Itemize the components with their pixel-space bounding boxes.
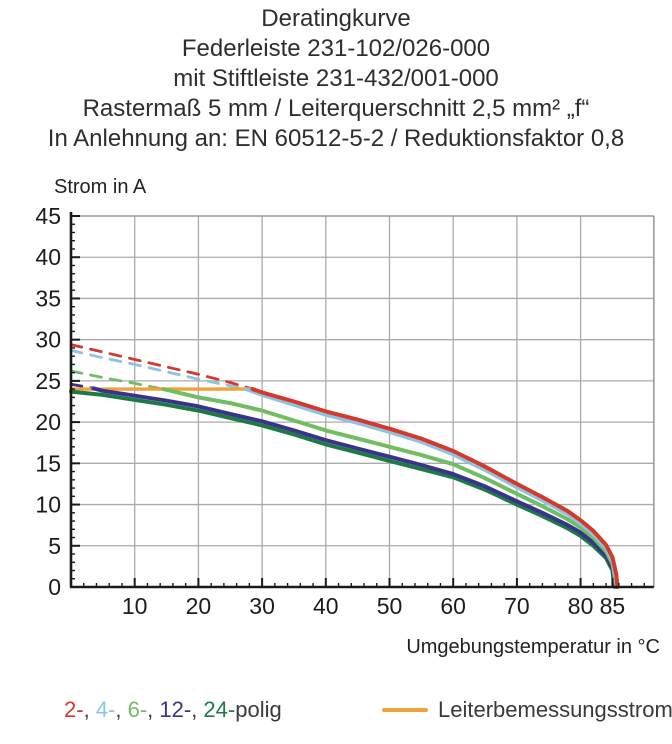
y-tick-label: 45 (35, 203, 61, 229)
rated-current-label: Leiterbemessungsstrom (438, 697, 672, 722)
legend-pole-counts: 2-, 4-, 6-, 12-, 24-polig (64, 697, 282, 723)
y-tick-label: 15 (35, 450, 61, 476)
title-line-3: mit Stiftleiste 231-432/001-000 (173, 65, 499, 92)
y-tick-label: 0 (48, 574, 61, 600)
curve-2-polig-dashed (69, 343, 254, 391)
y-tick-label: 30 (35, 327, 61, 353)
legend-separator: , (191, 697, 204, 722)
curve-6-polig (161, 387, 619, 589)
curve-4-polig (244, 387, 619, 589)
y-axis-title: Strom in A (54, 176, 147, 198)
rated-current-line-swatch (382, 708, 428, 712)
x-axis-title: Umgebungstemperatur in °C (406, 636, 660, 658)
x-tick-label: 30 (249, 593, 275, 619)
legend-pole-2: 2- (64, 697, 84, 722)
chart-title-block: Deratingkurve Federleiste 231-102/026-00… (0, 4, 672, 154)
title-line-4: Rastermaß 5 mm / Leiterquerschnitt 2,5 m… (82, 95, 590, 122)
x-tick-label: 85 (600, 593, 626, 619)
curve-4-polig-dashed (69, 348, 248, 391)
legend-separator: , (147, 697, 160, 722)
legend-separator: , (115, 697, 128, 722)
y-tick-label: 40 (35, 244, 61, 270)
legend-pole-suffix: polig (235, 697, 282, 722)
x-tick-label: 20 (186, 593, 212, 619)
y-tick-label: 10 (35, 492, 61, 518)
legend-separator: , (83, 697, 96, 722)
y-tick-label: 35 (35, 285, 61, 311)
legend-pole-4: 4- (95, 697, 116, 722)
y-tick-label: 20 (35, 409, 61, 435)
legend-pole-24: 24- (203, 697, 236, 722)
curve-24-polig (69, 389, 617, 589)
curve-12-polig (91, 386, 618, 589)
y-tick-label: 5 (48, 533, 61, 559)
legend-pole-6: 6- (127, 697, 148, 722)
x-tick-label: 80 (568, 593, 594, 619)
title-line-2: Federleiste 231-102/026-000 (181, 35, 491, 62)
x-tick-label: 70 (504, 593, 530, 619)
x-tick-label: 40 (313, 593, 339, 619)
title-line-1: Deratingkurve (261, 5, 411, 32)
y-tick-label: 25 (35, 368, 61, 394)
curve-2-polig (250, 387, 620, 589)
legend-rated-current: Leiterbemessungsstrom (382, 697, 672, 723)
title-line-5: In Anlehnung an: EN 60512-5-2 / Reduktio… (47, 125, 625, 152)
legend-row: 2-, 4-, 6-, 12-, 24-polig Leiterbemessun… (64, 697, 672, 723)
x-tick-label: 60 (440, 593, 466, 619)
x-tick-label: 10 (122, 593, 148, 619)
curve-6-polig-dashed (69, 369, 165, 391)
x-tick-label: 50 (377, 593, 403, 619)
legend-pole-12: 12- (159, 697, 192, 722)
